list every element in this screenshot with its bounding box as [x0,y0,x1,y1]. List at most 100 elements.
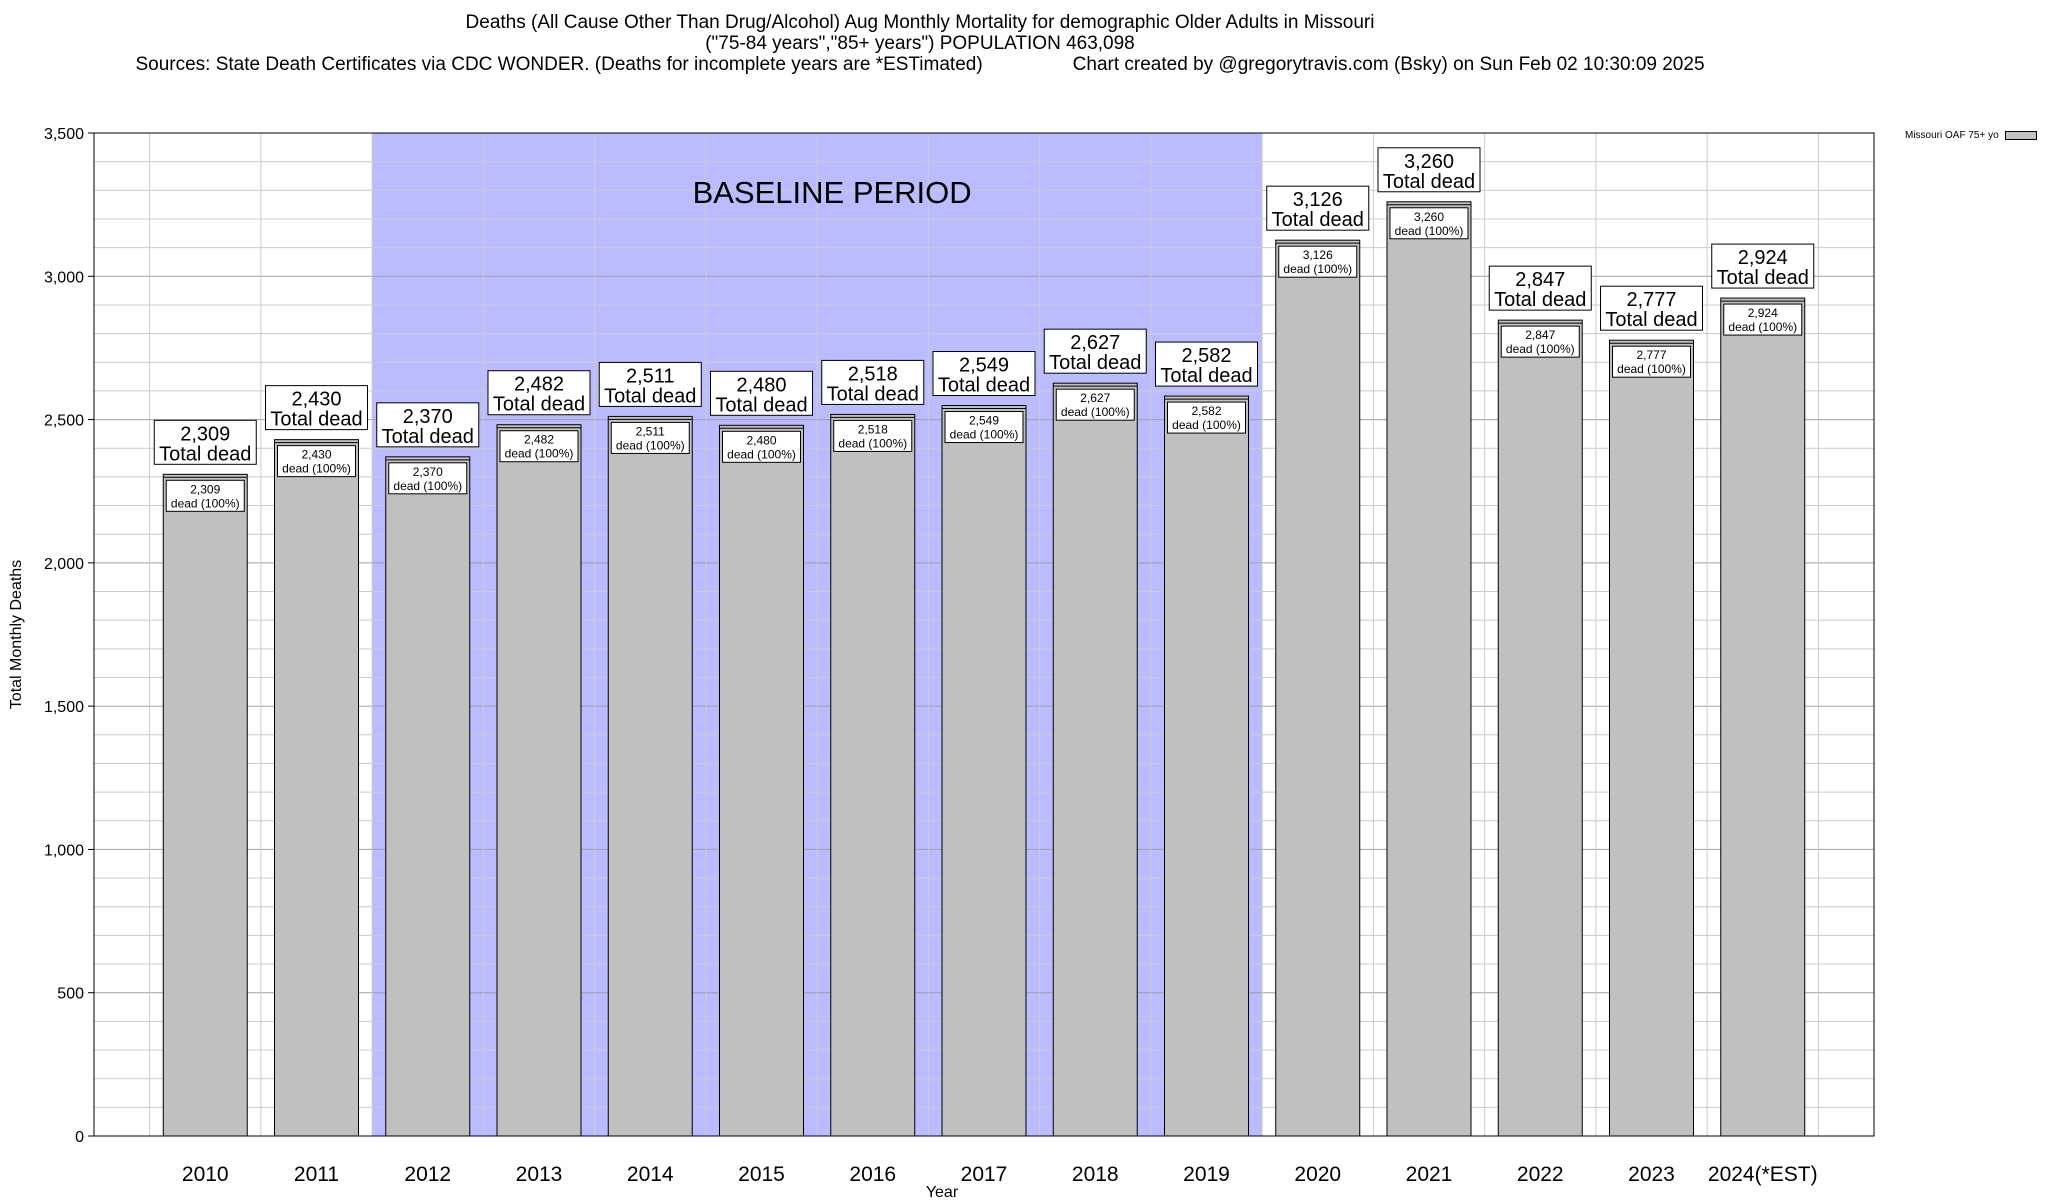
bar-top-suffix: Total dead [604,385,696,407]
y-tick-label: 2,000 [44,556,84,573]
bar-top-label-box [1488,265,1592,311]
y-tick-label: 3,500 [44,126,84,143]
bar-top-value: 3,126 [1293,189,1343,211]
bar-inner-value: 3,126 [1303,248,1333,262]
bar [1720,297,1806,1137]
bar-top-value: 2,480 [736,374,786,396]
bar-top-suffix: Total dead [382,426,474,448]
bar [1164,395,1249,1137]
bar-top-label-box [1711,243,1815,289]
bar-top-label-box [1600,285,1703,331]
bar-inner-label-box [388,462,468,495]
bar-top-value: 2,582 [1181,345,1231,367]
bar-inner-label-box [944,411,1024,444]
bar-top-suffix: Total dead [159,443,251,465]
x-tick-label: 2012 [404,1163,451,1186]
bar-inner-label-box [1612,345,1691,378]
bar-top-suffix: Total dead [1717,267,1809,289]
bar-inner-label-box [165,479,245,512]
bar-top-suffix: Total dead [493,394,585,416]
plot-frame [93,132,1875,1137]
bar [385,456,471,1137]
bar [162,473,248,1137]
bar-inner-value: 3,260 [1414,210,1444,224]
bar-top-value: 2,924 [1738,247,1788,269]
bar-inner-label-box [722,430,801,463]
bar-top-suffix: Total dead [1383,171,1475,193]
bar-inner-value: 2,924 [1748,306,1778,320]
bar-inner-label-box [1723,303,1803,336]
bar-top-suffix: Total dead [1049,352,1141,374]
bar-inner-value: 2,482 [524,433,554,447]
bar-inner-value: 2,627 [1080,391,1110,405]
y-tick-label: 3,000 [44,269,84,286]
bar-inner-suffix: dead (100%) [1061,405,1130,419]
y-tick-label: 1,500 [44,699,84,716]
bar-top-value: 2,309 [180,423,230,445]
y-axis-label: Total Monthly Deaths [8,560,25,709]
bar-top-label-box [821,359,925,405]
bar-inner-label-box [1167,401,1246,434]
bar-inner-suffix: dead (100%) [1283,262,1352,276]
x-tick-label: 2014 [627,1163,674,1186]
chart-sources-line: Sources: State Death Certificates via CD… [0,54,1840,75]
baseline-label-group: BASELINE PERIOD [693,175,972,210]
x-tick-label: 2010 [182,1163,229,1186]
x-tick-label: 2022 [1517,1163,1564,1186]
bar-top-label-box [153,419,257,465]
chart-title-block: Deaths (All Cause Other Than Drug/Alcoho… [0,12,1840,75]
bar-inner-value: 2,549 [969,414,999,428]
bar-inner-value: 2,582 [1191,404,1221,418]
legend-label: Missouri OAF 75+ yo [1905,130,1999,141]
bar-top-suffix: Total dead [270,409,362,431]
x-tick-label: 2013 [516,1163,563,1186]
bar-top-label-box [265,385,368,431]
x-tick-label: 2021 [1406,1163,1453,1186]
x-tick-label: 2023 [1628,1163,1675,1186]
bar-inner-suffix: dead (100%) [505,447,574,461]
bar-top-label-box [487,370,591,416]
bar [1609,339,1694,1137]
bar-inner-suffix: dead (100%) [1506,342,1575,356]
bar-top-value: 2,482 [514,374,564,396]
bar [1497,319,1583,1137]
bar-top-value: 2,370 [403,406,453,428]
bar-top-label-box [710,370,813,416]
bar [941,405,1027,1137]
y-tick-label: 500 [57,986,84,1003]
bar-top-suffix: Total dead [1605,309,1697,331]
bar [719,424,804,1137]
bar-top-label-box [1266,185,1370,231]
axes: 2010 2011 2012 2013 2014 2015 2016 2017 2018 2019… [8,126,1875,1200]
bar [496,424,582,1137]
bar [1275,239,1361,1137]
x-tick-label: 2019 [1183,1163,1230,1186]
bar-top-value: 2,627 [1070,332,1120,354]
bar-inner-label-box [277,445,356,478]
y-tick-label: 2,500 [44,413,84,430]
bar-inner-suffix: dead (100%) [727,447,796,461]
bar-inner-label-box [833,419,913,452]
chart-title: Deaths (All Cause Other Than Drug/Alcoho… [465,12,1375,33]
bar-top-value: 3,260 [1404,151,1454,173]
bar-top-label-box [932,351,1036,397]
legend: Missouri OAF 75+ yo [1905,130,2037,141]
bar-inner-suffix: dead (100%) [838,436,907,450]
bar-inner-label-box [499,430,579,463]
bar-top-suffix: Total dead [938,375,1030,397]
y-tick-label: 0 [75,1129,84,1146]
bar-inner-value: 2,309 [190,482,220,496]
bar-inner-value: 2,511 [636,424,665,438]
